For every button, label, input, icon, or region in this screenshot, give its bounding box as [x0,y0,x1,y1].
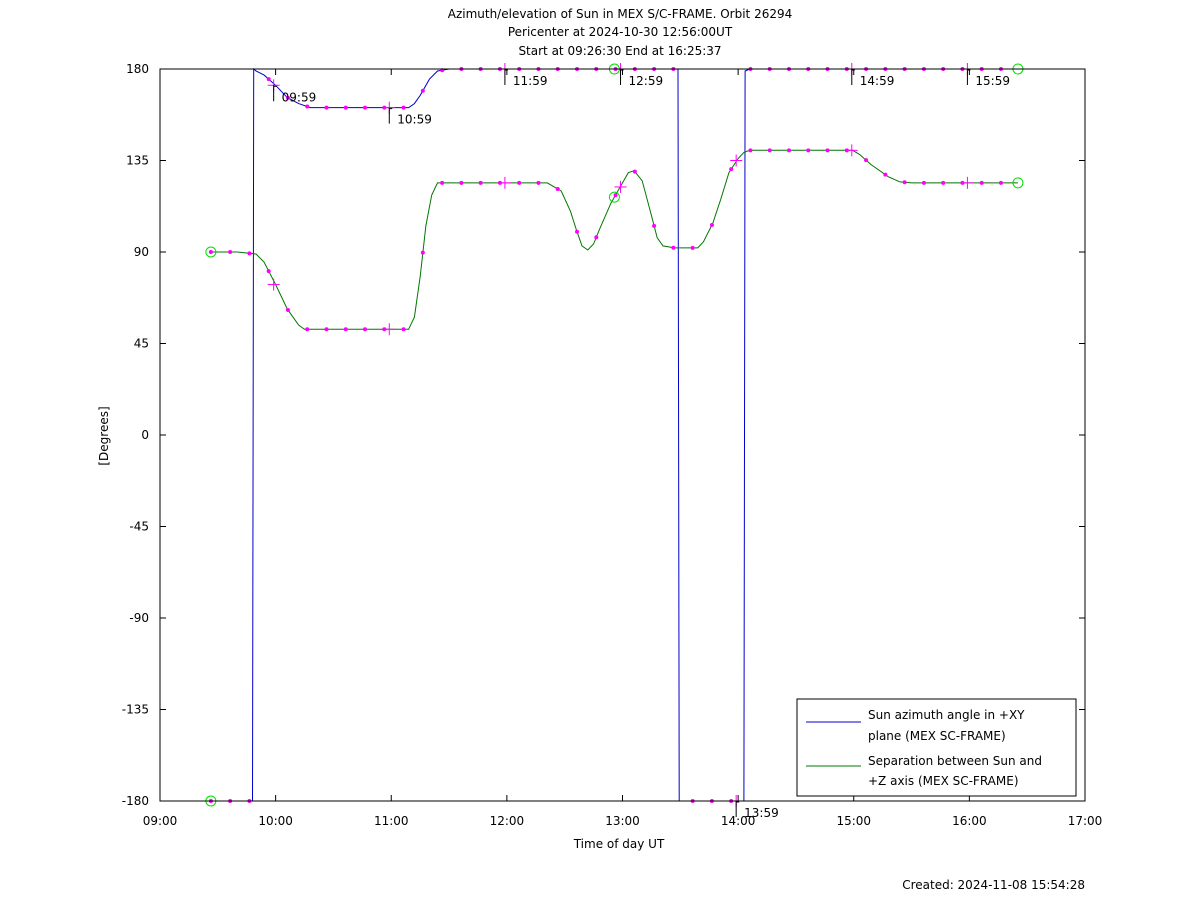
sample-point [228,250,233,254]
sample-point [864,158,869,163]
sample-point [921,180,926,185]
annotation-label: 14:59 [860,74,895,88]
sample-point [806,148,811,153]
sample-point [363,327,368,332]
sample-point [883,172,888,177]
sample-point [594,235,599,240]
sample-point [440,180,445,185]
sample-point [671,245,676,250]
x-tick-label: 14:00 [721,814,756,828]
x-tick-label: 13:00 [605,814,640,828]
sample-point [632,169,637,174]
series-line-0 [210,67,1018,802]
chart-title-line-3: Start at 09:26:30 End at 16:25:37 [518,44,721,58]
sample-point [478,180,483,185]
annotation-label: 11:59 [513,74,548,88]
sample-point [266,269,271,274]
x-tick-labels: 09:00 10:00 11:00 12:00 13:00 14:00 15:00 16:00… [143,814,1103,828]
y-tick-label: -180 [122,794,149,808]
sample-point [324,327,329,332]
x-tick-label: 16:00 [952,814,987,828]
plot-frame [159,68,1086,802]
sample-point [401,105,406,110]
chart-title-line-2: Pericenter at 2024-10-30 12:56:00UT [508,25,733,39]
sample-point [979,180,984,185]
annotation-label: 12:59 [629,74,664,88]
legend-label-separation-1: Separation between Sun and [868,754,1042,768]
sample-point [324,105,329,110]
y-tick-labels: 180 135 90 45 0 -45 -90 -135 -180 [122,62,149,808]
sample-point [459,180,464,185]
sample-point [343,327,348,332]
sample-point [401,327,406,332]
sample-point [305,327,310,332]
y-tick-label: 90 [134,245,149,259]
sample-point [517,180,522,185]
sample-point [343,105,348,110]
x-tick-label: 17:00 [1068,814,1103,828]
x-tick-label: 11:00 [374,814,409,828]
special-marker [1012,177,1024,189]
y-tick-label: -45 [129,520,149,534]
sample-point [709,223,714,228]
x-tick-label: 09:00 [143,814,178,828]
sample-point [941,180,946,185]
legend-label-azimuth-1: Sun azimuth angle in +XY [868,708,1025,722]
annotation-label: 13:59 [744,806,779,820]
sample-point [208,250,213,254]
sample-point [420,88,425,93]
sample-point [690,245,695,250]
y-tick-label: -90 [129,611,149,625]
x-tick-label: 10:00 [258,814,293,828]
sample-point [247,251,252,256]
chart-title: Azimuth/elevation of Sun in MEX S/C-FRAM… [448,7,793,58]
time-annotations: 09:59 10:59 11:59 12:59 13:59 14:59 15:59 [273,69,1010,820]
legend-label-separation-2: +Z axis (MEX SC-FRAME) [868,774,1019,788]
axes-ticks [159,68,1086,802]
y-tick-label: 180 [126,62,149,76]
sample-point [787,148,791,153]
legend-label-azimuth-2: plane (MEX SC-FRAME) [868,729,1006,743]
sample-point [420,250,425,255]
special-marker [608,191,620,203]
legend: Sun azimuth angle in +XY plane (MEX SC-F… [796,698,1077,797]
y-tick-label: 0 [141,428,149,442]
special-marker [205,246,217,258]
annotation-label: 09:59 [282,90,317,104]
x-tick-label: 12:00 [490,814,525,828]
sample-point [729,167,734,172]
sample-point [748,148,753,153]
created-timestamp: Created: 2024-11-08 15:54:28 [902,878,1085,892]
chart-title-line-1: Azimuth/elevation of Sun in MEX S/C-FRAM… [448,7,793,21]
y-tick-label: 135 [126,154,149,168]
sample-point [652,223,657,228]
y-tick-label: -135 [122,703,149,717]
sample-point [285,308,290,313]
sample-point [902,180,907,185]
marker-layer [205,63,1024,807]
sample-point [998,180,1003,185]
series-line-1 [210,149,1018,330]
sample-point [555,186,560,191]
sample-point [613,193,618,198]
sample-point [305,104,310,109]
y-tick-label: 45 [134,337,149,351]
sample-point [825,148,830,153]
sample-point [363,105,368,110]
annotation-label: 15:59 [975,74,1010,88]
annotation-label: 10:59 [397,113,432,127]
sample-point [575,229,580,234]
sample-point [767,148,772,153]
sample-point [536,180,541,185]
sample-point [266,77,271,82]
x-axis-label: Time of day UT [573,837,665,851]
y-axis-label: [Degrees] [97,406,111,465]
sample-point [285,95,290,100]
legend-box [796,698,1077,797]
series-layer [210,67,1018,802]
x-tick-label: 15:00 [836,814,871,828]
